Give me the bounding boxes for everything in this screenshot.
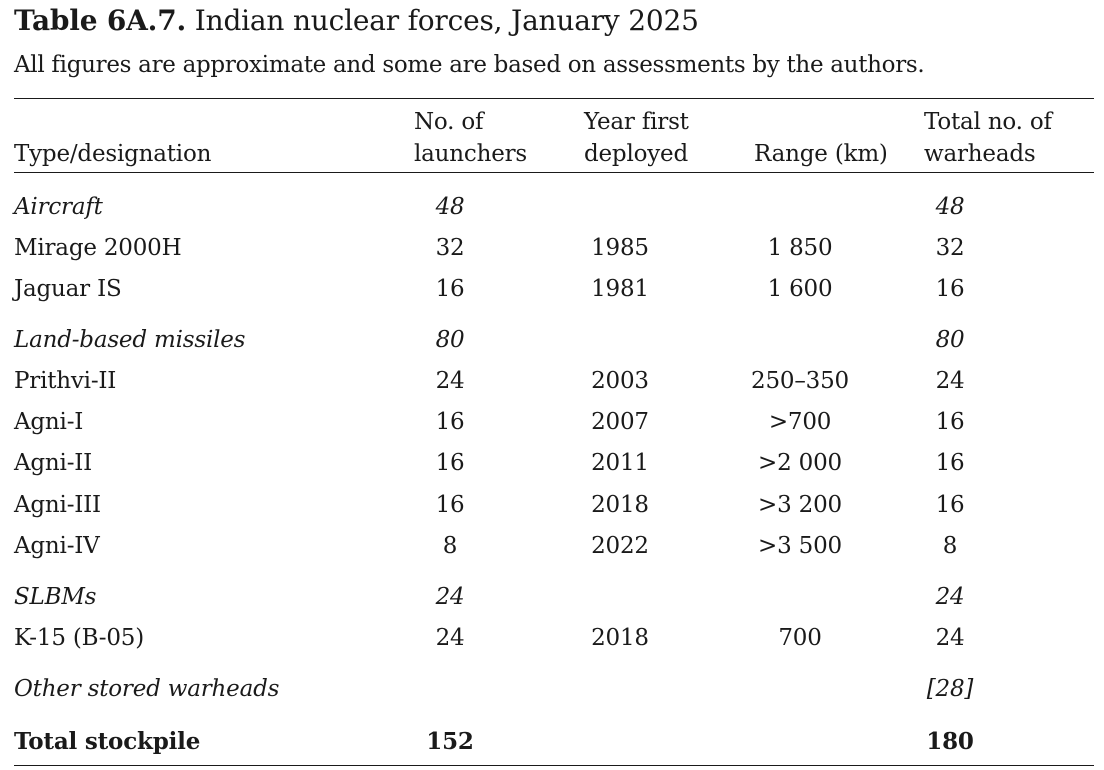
table-cell-launchers: 152 [426,728,474,755]
table-title: Indian nuclear forces, January 2025 [186,4,699,37]
header-type: Type/designation [14,141,212,167]
table-cell-launchers: 24 [435,368,465,394]
table-cell-type: Agni-IV [14,533,100,559]
table-cell-type: Other stored warheads [14,676,280,702]
table-cell-type: Agni-I [14,409,84,435]
header-warheads-line1: Total no. of [924,109,1052,135]
table-cell-launchers: 80 [435,327,465,353]
table-cell-launchers: 16 [435,409,465,435]
table-cell-warheads: 8 [942,533,958,559]
table-cell-range: 1 850 [767,235,833,261]
table-cell-year: 2022 [591,533,649,559]
table-cell-launchers: 32 [435,235,465,261]
table-cell-warheads: 32 [935,235,965,261]
table-cell-warheads: 48 [935,194,965,220]
table-cell-warheads: 16 [935,276,965,302]
table-cell-range: >3 200 [758,492,842,518]
table-cell-launchers: 24 [435,584,465,610]
table-number: Table 6A.7. [14,4,187,37]
table-caption: Table 6A.7. Indian nuclear forces, Janua… [14,4,699,37]
table-cell-launchers: 16 [435,276,465,302]
table-cell-year: 1985 [591,235,649,261]
table-cell-range: 700 [778,625,822,651]
table-cell-year: 2011 [591,450,649,476]
table-cell-type: K-15 (B-05) [14,625,144,651]
table-cell-launchers: 48 [435,194,465,220]
table-cell-type: Land-based missiles [14,327,246,353]
table-cell-type: Total stockpile [14,728,201,755]
table-cell-year: 2003 [591,368,649,394]
header-warheads-line2: warheads [924,141,1036,167]
table-cell-warheads: 24 [935,584,965,610]
top-rule [14,98,1094,99]
table-cell-type: Aircraft [14,194,103,220]
header-range: Range (km) [754,141,888,167]
table-cell-launchers: 24 [435,625,465,651]
table-cell-launchers: 16 [435,450,465,476]
header-launchers-line2: launchers [414,141,527,167]
table-cell-warheads: [28] [926,676,974,702]
header-year-line2: deployed [584,141,688,167]
header-launchers-line1: No. of [414,109,484,135]
table-cell-launchers: 16 [435,492,465,518]
table-cell-year: 2018 [591,492,649,518]
header-rule [14,172,1094,173]
table-cell-year: 1981 [591,276,649,302]
table-cell-year: 2007 [591,409,649,435]
table-cell-type: Prithvi-II [14,368,117,394]
table-cell-range: >3 500 [758,533,842,559]
table-cell-warheads: 16 [935,409,965,435]
table-cell-range: 250–350 [751,368,849,394]
table-cell-type: Agni-II [14,450,93,476]
table-cell-range: 1 600 [767,276,833,302]
table-cell-warheads: 24 [935,368,965,394]
table-note: All figures are approximate and some are… [14,52,925,78]
table-cell-warheads: 180 [926,728,974,755]
table-cell-warheads: 24 [935,625,965,651]
table-cell-type: Agni-III [14,492,101,518]
table-cell-warheads: 80 [935,327,965,353]
table-cell-warheads: 16 [935,450,965,476]
bottom-rule [14,765,1094,766]
table-cell-year: 2018 [591,625,649,651]
table-cell-type: SLBMs [14,584,97,610]
table-cell-warheads: 16 [935,492,965,518]
table-cell-type: Mirage 2000H [14,235,182,261]
header-year-line1: Year first [584,109,689,135]
table-cell-type: Jaguar IS [14,276,122,302]
table-cell-launchers: 8 [442,533,458,559]
table-cell-range: >700 [768,409,832,435]
table-cell-range: >2 000 [758,450,842,476]
